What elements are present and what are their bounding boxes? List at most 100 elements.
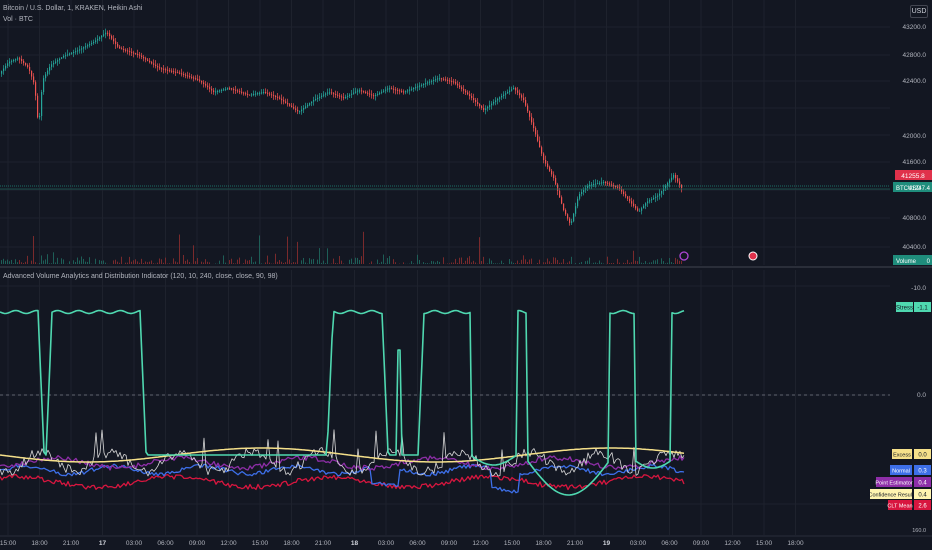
volume-bar	[321, 262, 322, 264]
event-marker[interactable]	[679, 251, 689, 261]
dividend-marker[interactable]	[748, 251, 758, 261]
price-candle-body	[593, 184, 595, 185]
volume-bar	[361, 256, 362, 264]
time-axis-tick: 18	[351, 540, 359, 547]
volume-bar	[603, 263, 604, 264]
volume-bar	[223, 255, 224, 264]
price-candle-body	[549, 167, 551, 171]
price-candle-body	[187, 75, 189, 77]
price-candle-body	[607, 182, 609, 184]
price-candle-body	[459, 85, 461, 88]
time-axis-tick: 15:00	[756, 540, 773, 547]
price-candle-body	[659, 193, 661, 196]
volume-bar	[529, 259, 530, 264]
price-candle-body	[481, 106, 483, 108]
point-estimator-line	[0, 454, 685, 471]
price-candle-body	[395, 89, 397, 91]
volume-bar	[5, 260, 6, 264]
price-candle-body	[299, 111, 301, 113]
price-candle-body	[619, 187, 621, 190]
volume-bar	[383, 254, 384, 264]
price-candle-body	[537, 134, 539, 141]
volume-bar	[161, 259, 162, 264]
price-candle-body	[123, 49, 125, 51]
currency-button[interactable]: USD	[910, 5, 928, 18]
volume-bar	[185, 260, 186, 264]
price-candle-body	[129, 51, 131, 53]
volume-bar	[679, 260, 680, 264]
time-axis-tick: 21:00	[315, 540, 332, 547]
price-candle-body	[305, 106, 307, 108]
volume-bar	[393, 259, 394, 264]
price-candle-body	[331, 92, 333, 94]
price-candle-body	[245, 93, 247, 95]
volume-bar	[149, 261, 150, 264]
symbol-title[interactable]: Bitcoin / U.S. Dollar, 1, KRAKEN, Heikin…	[3, 5, 143, 12]
time-axis-tick: 12:00	[472, 540, 489, 547]
price-candle-body	[575, 206, 577, 214]
price-candle-body	[113, 38, 115, 42]
volume-legend[interactable]: Vol · BTC	[3, 16, 33, 23]
price-candle-body	[101, 35, 103, 38]
volume-bar	[451, 262, 452, 264]
volume-bar	[479, 237, 480, 264]
price-candle-body	[587, 186, 589, 188]
volume-bar	[13, 263, 14, 264]
price-candle-body	[567, 214, 569, 219]
price-candle-body	[197, 78, 199, 80]
price-candle-body	[367, 92, 369, 94]
volume-bar	[73, 260, 74, 264]
volume-bar	[7, 259, 8, 264]
volume-bar	[231, 258, 232, 264]
price-candle-body	[509, 90, 511, 92]
volume-bar	[89, 257, 90, 264]
volume-bar	[237, 259, 238, 264]
volume-bar	[579, 262, 580, 264]
price-candle-body	[183, 74, 185, 76]
price-candle-body	[103, 34, 105, 36]
price-candle-body	[35, 82, 37, 96]
price-candle-body	[223, 89, 225, 91]
price-candle-body	[151, 62, 153, 64]
price-candle-body	[557, 184, 559, 191]
price-candle-body	[47, 70, 49, 75]
price-candle-body	[385, 89, 387, 91]
volume-bar	[491, 260, 492, 264]
price-candle-body	[355, 91, 357, 93]
volume-bar	[81, 256, 82, 264]
price-candle-body	[165, 69, 167, 71]
volume-bar	[269, 262, 270, 264]
volume-bar	[461, 257, 462, 264]
price-candle-body	[117, 44, 119, 47]
price-candle-body	[137, 53, 139, 55]
price-candle-body	[45, 74, 47, 79]
indicator-tag-bg	[876, 477, 912, 487]
price-candle-body	[203, 82, 205, 84]
price-candle-body	[617, 186, 619, 188]
price-candle-body	[447, 79, 449, 81]
price-candle-body	[219, 90, 221, 92]
indicator-tag-label: Point Estimator	[875, 481, 912, 487]
volume-bar	[49, 263, 50, 264]
volume-bar	[165, 257, 166, 264]
price-candle-body	[329, 92, 331, 94]
volume-bar	[389, 256, 390, 264]
price-candle-body	[11, 60, 13, 62]
price-candle-body	[89, 44, 91, 46]
volume-bar	[243, 263, 244, 264]
price-candle-body	[677, 178, 679, 182]
price-candle-body	[527, 105, 529, 112]
volume-bar	[469, 256, 470, 264]
price-candle-body	[323, 94, 325, 96]
volume-bar	[125, 262, 126, 264]
price-candle-body	[285, 101, 287, 103]
price-candle-body	[231, 88, 233, 90]
price-candle-body	[545, 160, 547, 164]
indicator-tag-value: 0.4	[918, 481, 927, 487]
price-candle-body	[469, 94, 471, 96]
indicator-title[interactable]: Advanced Volume Analytics and Distributi…	[3, 273, 278, 280]
price-candle-body	[423, 84, 425, 85]
volume-bar	[85, 261, 86, 264]
price-candle-body	[427, 82, 429, 84]
